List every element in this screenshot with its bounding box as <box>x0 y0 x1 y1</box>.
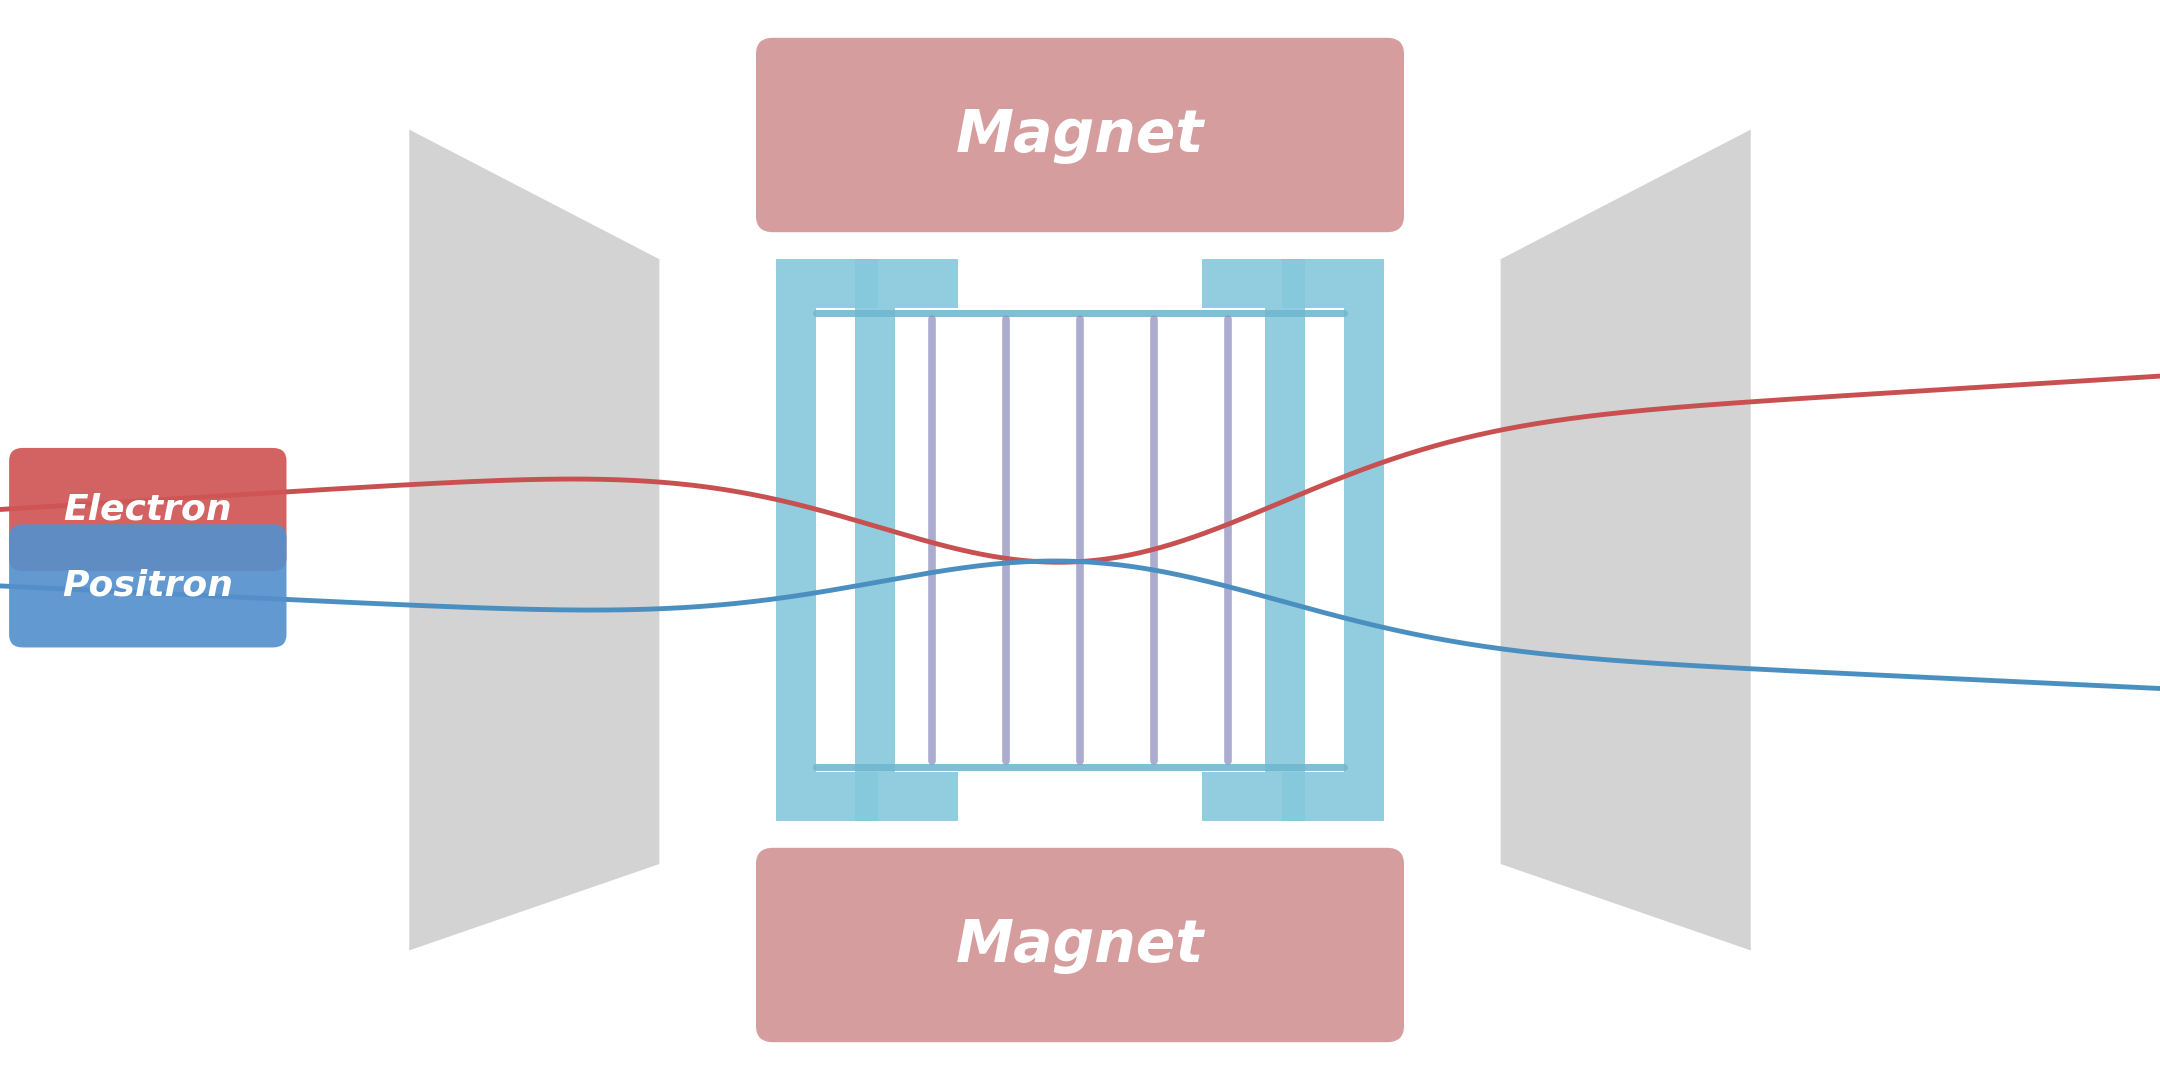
FancyBboxPatch shape <box>9 524 287 647</box>
Bar <box>1266 259 1305 821</box>
Bar <box>1203 772 1266 821</box>
Text: Electron: Electron <box>63 492 231 526</box>
Bar <box>1344 259 1385 821</box>
Bar <box>894 259 957 308</box>
Bar <box>816 772 879 821</box>
Bar <box>816 259 879 308</box>
Bar <box>855 259 894 821</box>
Polygon shape <box>408 130 659 950</box>
FancyBboxPatch shape <box>756 848 1404 1042</box>
Bar <box>1281 772 1344 821</box>
Text: Magnet: Magnet <box>957 917 1203 973</box>
Bar <box>1203 259 1266 308</box>
Text: Positron: Positron <box>63 569 233 603</box>
FancyBboxPatch shape <box>9 448 287 571</box>
Bar <box>775 259 816 821</box>
Text: Magnet: Magnet <box>957 107 1203 163</box>
Bar <box>894 772 957 821</box>
FancyBboxPatch shape <box>756 38 1404 232</box>
Bar <box>1281 259 1344 308</box>
Polygon shape <box>1501 130 1752 950</box>
